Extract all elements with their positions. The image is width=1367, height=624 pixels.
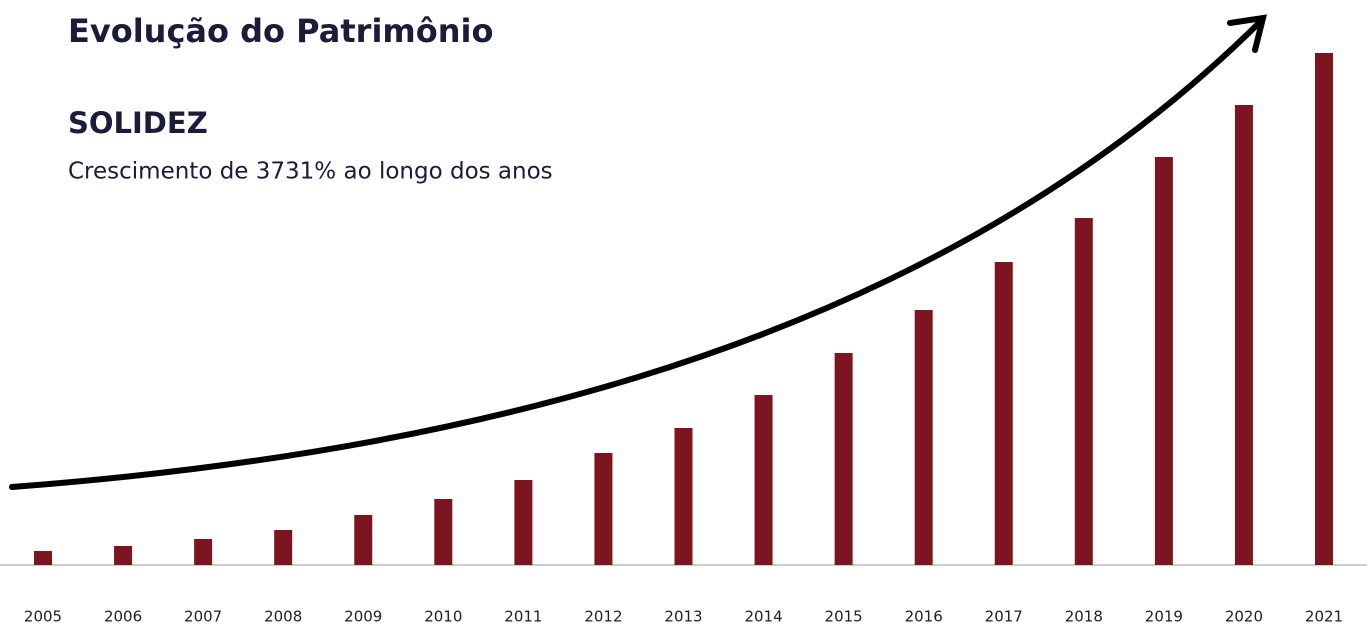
x-tick-label: 2017 [985,608,1023,624]
x-tick-label: 2019 [1145,608,1183,624]
x-tick-label: 2020 [1225,608,1263,624]
x-tick-label: 2008 [264,608,302,624]
bar [114,546,133,565]
bar [194,539,213,565]
bar [274,530,293,565]
x-tick-label: 2005 [24,608,62,624]
bar [914,310,933,565]
bar [1154,157,1173,565]
bar [1234,105,1253,565]
bar [754,395,773,565]
x-tick-label: 2009 [344,608,382,624]
x-tick-label: 2012 [584,608,622,624]
x-tick-label: 2010 [424,608,462,624]
growth-arrow [9,14,1268,490]
x-tick-label: 2021 [1305,608,1343,624]
x-tick-label: 2013 [664,608,702,624]
x-tick-label: 2007 [184,608,222,624]
chart-subtitle: Crescimento de 3731% ao longo dos anos [68,159,553,185]
chart-title: Evolução do Patrimônio [68,12,493,50]
bar [434,499,453,565]
bar [674,428,693,565]
bar [34,551,52,565]
bar [354,515,373,565]
x-tick-label: 2014 [744,608,782,624]
x-tick-label: 2015 [825,608,863,624]
bar [514,480,533,565]
x-tick-label: 2011 [504,608,542,624]
x-tick-label: 2016 [905,608,943,624]
bar [594,453,613,565]
bar [994,262,1013,565]
x-tick-label: 2018 [1065,608,1103,624]
x-tick-label: 2006 [104,608,142,624]
chart-heading: SOLIDEZ [68,106,208,140]
bar [834,353,853,565]
bar [1074,218,1093,565]
bar [1315,53,1333,565]
